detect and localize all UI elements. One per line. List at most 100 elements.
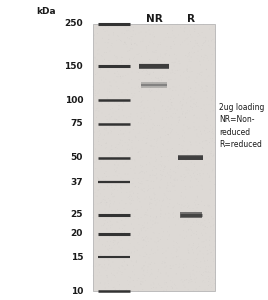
Point: [97, 238, 101, 243]
Point: [111, 201, 116, 206]
Point: [97, 270, 102, 274]
Point: [156, 236, 160, 241]
Point: [96, 102, 100, 107]
Point: [156, 55, 160, 59]
Point: [130, 34, 134, 39]
Point: [130, 85, 134, 90]
Point: [125, 140, 130, 145]
Point: [139, 39, 143, 44]
Point: [205, 248, 209, 253]
Point: [148, 143, 152, 148]
Point: [111, 238, 116, 243]
Point: [172, 106, 176, 111]
Point: [159, 92, 164, 97]
Point: [139, 155, 143, 160]
Point: [128, 29, 132, 34]
Point: [195, 206, 199, 210]
Point: [96, 202, 100, 206]
Point: [128, 36, 132, 41]
Point: [201, 245, 205, 250]
Point: [103, 50, 107, 55]
Point: [192, 209, 196, 214]
Point: [196, 53, 200, 58]
Point: [96, 188, 100, 193]
Point: [96, 217, 100, 222]
Point: [212, 29, 217, 34]
Point: [174, 254, 179, 259]
Point: [180, 112, 185, 117]
Point: [141, 280, 145, 284]
Point: [165, 147, 169, 152]
Point: [207, 27, 212, 32]
Point: [123, 209, 128, 214]
Point: [146, 226, 150, 231]
Point: [175, 108, 179, 112]
Point: [112, 242, 117, 247]
Point: [118, 254, 123, 259]
Point: [99, 53, 104, 58]
Point: [116, 248, 120, 253]
Point: [158, 168, 163, 173]
Point: [177, 118, 181, 123]
Point: [96, 267, 100, 272]
Point: [208, 235, 212, 239]
Point: [103, 253, 107, 258]
Point: [198, 269, 202, 274]
Point: [97, 46, 101, 51]
Point: [91, 273, 95, 278]
Point: [205, 171, 210, 176]
Point: [189, 224, 193, 229]
Point: [199, 84, 204, 89]
Point: [124, 42, 128, 47]
Point: [139, 25, 143, 30]
Point: [197, 202, 201, 207]
Point: [95, 106, 99, 111]
Point: [178, 99, 183, 104]
Point: [128, 202, 133, 207]
Point: [147, 130, 151, 135]
Point: [196, 71, 200, 76]
Point: [160, 62, 164, 67]
Point: [112, 285, 117, 290]
Point: [108, 204, 112, 209]
Point: [202, 89, 206, 94]
Point: [200, 220, 204, 225]
Point: [169, 251, 174, 256]
Point: [188, 226, 192, 231]
Point: [126, 248, 130, 252]
Point: [92, 284, 96, 289]
Point: [184, 187, 188, 192]
Point: [158, 207, 162, 212]
Point: [200, 79, 204, 84]
Point: [105, 161, 109, 166]
Point: [104, 140, 109, 145]
Point: [129, 91, 134, 96]
Point: [137, 196, 141, 201]
Point: [204, 138, 209, 143]
Point: [126, 142, 130, 147]
Point: [190, 279, 194, 284]
Point: [99, 165, 104, 170]
Point: [114, 38, 118, 43]
Point: [189, 104, 193, 109]
Point: [158, 214, 163, 219]
Point: [123, 172, 127, 176]
Point: [146, 150, 151, 155]
Point: [141, 110, 146, 115]
Point: [133, 41, 137, 46]
Point: [116, 153, 121, 158]
Point: [93, 55, 97, 60]
Point: [177, 32, 181, 37]
Point: [115, 100, 119, 105]
Point: [180, 213, 185, 218]
Point: [148, 200, 152, 205]
Point: [182, 204, 186, 209]
Point: [171, 212, 175, 216]
Point: [108, 49, 112, 54]
Point: [167, 201, 172, 206]
Point: [117, 72, 121, 76]
Point: [182, 172, 186, 177]
Point: [99, 224, 104, 228]
Point: [211, 228, 215, 232]
Point: [106, 87, 110, 92]
